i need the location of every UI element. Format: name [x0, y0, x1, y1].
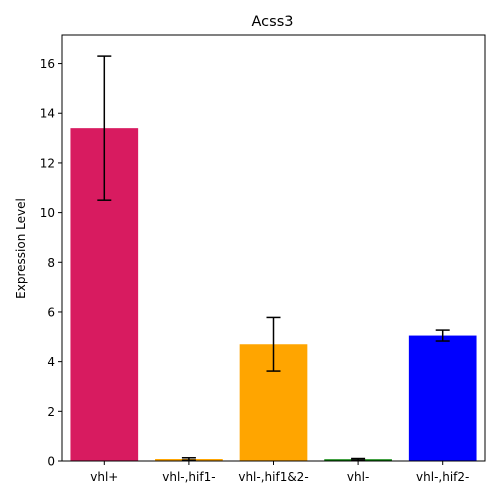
y-tick-label-0: 0: [47, 455, 55, 469]
bar-4: [408, 335, 477, 461]
y-tick-label-2: 4: [47, 355, 55, 369]
y-tick-label-5: 10: [40, 206, 55, 220]
y-tick-label-7: 14: [40, 107, 55, 121]
x-tick-label-4: vhl-,hif2-: [416, 470, 469, 484]
y-tick-label-4: 8: [47, 256, 55, 270]
y-tick-label-8: 16: [40, 57, 55, 71]
x-tick-label-0: vhl+: [90, 470, 118, 484]
y-tick-label-6: 12: [40, 156, 55, 170]
x-tick-label-3: vhl-: [347, 470, 369, 484]
x-tick-label-2: vhl-,hif1&2-: [238, 470, 308, 484]
y-tick-label-3: 6: [47, 305, 55, 319]
x-tick-label-1: vhl-,hif1-: [162, 470, 215, 484]
y-tick-label-1: 2: [47, 405, 55, 419]
plot-area: 0 2 4 6 8 10 12 14 16 vhl+ vhl-,hif1- vhl-,hif1&2- v…: [40, 34, 486, 484]
chart-title: Acss3: [252, 14, 294, 30]
y-axis-label: Expression Level: [14, 198, 28, 299]
